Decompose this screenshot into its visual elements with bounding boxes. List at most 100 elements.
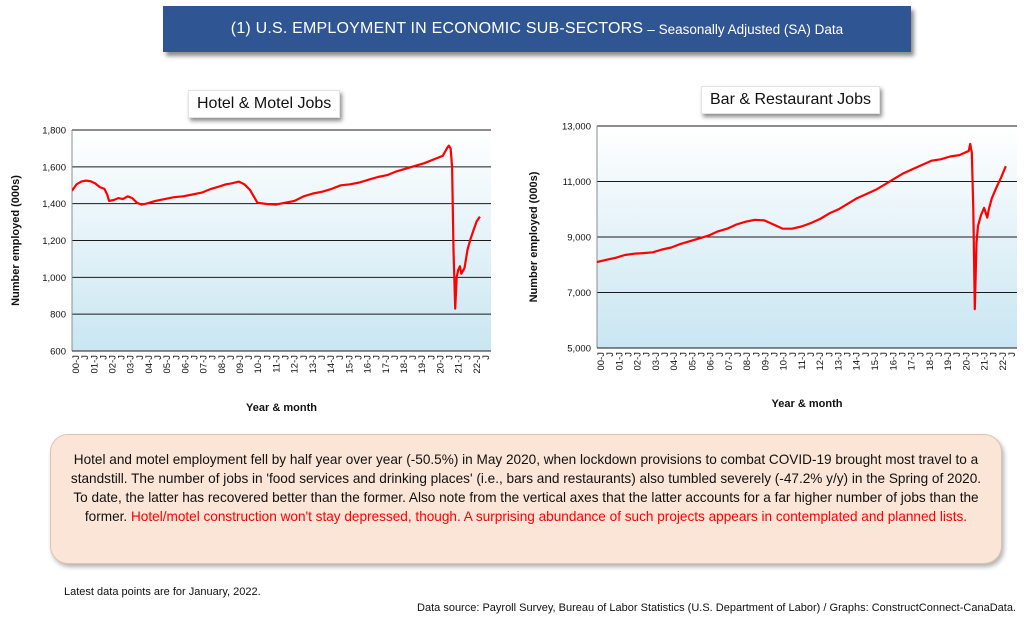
x-tick-label: J bbox=[952, 352, 963, 357]
x-tick-label: J bbox=[117, 355, 128, 360]
x-tick-label: J bbox=[897, 352, 908, 357]
commentary-highlight: Hotel/motel construction won't stay depr… bbox=[130, 509, 968, 524]
y-tick-label: 9,000 bbox=[567, 233, 591, 244]
x-tick-label: 21-J bbox=[454, 355, 465, 374]
x-tick-label: 17-J bbox=[907, 352, 918, 371]
x-tick-label: 10-J bbox=[779, 352, 790, 371]
x-tick-label: J bbox=[208, 355, 219, 360]
x-tick-label: J bbox=[806, 352, 817, 357]
x-axis-label: Year & month bbox=[246, 402, 317, 414]
x-tick-label: J bbox=[788, 352, 799, 357]
x-tick-label: 09-J bbox=[760, 352, 771, 371]
y-tick-label: 11,000 bbox=[563, 177, 591, 188]
chart-title-restaurant: Bar & Restaurant Jobs bbox=[701, 86, 880, 114]
x-tick-label: J bbox=[605, 352, 616, 357]
x-tick-label: J bbox=[879, 352, 890, 357]
x-tick-label: 20-J bbox=[435, 355, 446, 374]
y-tick-label: 1,800 bbox=[42, 126, 66, 137]
x-tick-label: J bbox=[989, 352, 1000, 357]
x-tick-label: J bbox=[916, 352, 927, 357]
x-tick-label: 05-J bbox=[687, 352, 698, 371]
banner-subtitle: – Seasonally Adjusted (SA) Data bbox=[647, 21, 844, 37]
x-tick-label: J bbox=[281, 355, 292, 360]
x-tick-label: J bbox=[481, 355, 492, 360]
x-tick-label: 13-J bbox=[833, 352, 844, 371]
x-tick-label: 02-J bbox=[633, 352, 644, 371]
x-tick-label: J bbox=[135, 355, 146, 360]
x-tick-label: 21-J bbox=[980, 352, 991, 371]
y-tick-label: 5,000 bbox=[567, 344, 591, 355]
x-tick-label: J bbox=[733, 352, 744, 357]
x-tick-label: 12-J bbox=[290, 355, 301, 374]
x-tick-label: 01-J bbox=[89, 355, 100, 374]
series-line bbox=[72, 144, 481, 310]
y-tick-label: 1,400 bbox=[42, 199, 66, 210]
x-tick-label: 13-J bbox=[308, 355, 319, 374]
series-line bbox=[597, 142, 1007, 311]
x-tick-label: 03-J bbox=[126, 355, 137, 374]
x-tick-label: J bbox=[642, 352, 653, 357]
x-tick-label: J bbox=[335, 355, 346, 360]
x-tick-label: 01-J bbox=[614, 352, 625, 371]
x-tick-label: J bbox=[153, 355, 164, 360]
x-tick-label: J bbox=[98, 355, 109, 360]
x-tick-label: J bbox=[660, 352, 671, 357]
commentary-text: Hotel and motel employment fell by half … bbox=[70, 452, 982, 524]
y-tick-label: 13,000 bbox=[562, 122, 591, 133]
x-tick-label: J bbox=[408, 355, 419, 360]
x-tick-label: J bbox=[372, 355, 383, 360]
header-banner: (1) U.S. EMPLOYMENT IN ECONOMIC SUB-SECT… bbox=[163, 6, 911, 52]
x-tick-label: J bbox=[426, 355, 437, 360]
x-tick-label: 08-J bbox=[217, 355, 228, 374]
x-tick-label: J bbox=[262, 355, 273, 360]
x-tick-label: 15-J bbox=[344, 355, 355, 374]
commentary-box: Hotel and motel employment fell by half … bbox=[50, 434, 1002, 564]
y-tick-label: 600 bbox=[50, 347, 66, 358]
x-tick-label: 19-J bbox=[417, 355, 428, 374]
x-tick-label: J bbox=[697, 352, 708, 357]
x-tick-label: 18-J bbox=[399, 355, 410, 374]
x-tick-label: J bbox=[770, 352, 781, 357]
x-tick-label: 04-J bbox=[144, 355, 155, 374]
x-tick-label: 08-J bbox=[742, 352, 753, 371]
x-tick-label: 04-J bbox=[669, 352, 680, 371]
x-tick-label: 17-J bbox=[381, 355, 392, 374]
x-tick-label: 14-J bbox=[326, 355, 337, 374]
y-axis-label: Number employed (000s) bbox=[10, 175, 22, 306]
x-tick-label: J bbox=[623, 352, 634, 357]
x-tick-label: J bbox=[843, 352, 854, 357]
x-tick-label: 18-J bbox=[925, 352, 936, 371]
y-tick-label: 7,000 bbox=[567, 288, 591, 299]
y-tick-label: 1,600 bbox=[42, 162, 66, 173]
x-tick-label: 11-J bbox=[797, 352, 808, 370]
x-tick-label: 15-J bbox=[870, 352, 881, 371]
x-tick-label: 16-J bbox=[888, 352, 899, 371]
y-tick-label: 1,200 bbox=[42, 236, 66, 247]
x-tick-label: J bbox=[189, 355, 200, 360]
x-tick-label: 14-J bbox=[852, 352, 863, 371]
x-tick-label: 07-J bbox=[199, 355, 210, 374]
banner-title: (1) U.S. EMPLOYMENT IN ECONOMIC SUB-SECT… bbox=[230, 20, 644, 37]
x-tick-label: 11-J bbox=[271, 355, 282, 373]
x-tick-label: J bbox=[970, 352, 981, 357]
x-tick-label: 20-J bbox=[961, 352, 972, 371]
x-tick-label: 09-J bbox=[235, 355, 246, 374]
x-tick-label: 02-J bbox=[108, 355, 119, 374]
x-tick-label: J bbox=[751, 352, 762, 357]
x-tick-label: 00-J bbox=[596, 352, 607, 371]
x-axis-label: Year & month bbox=[772, 398, 843, 410]
x-tick-label: 22-J bbox=[472, 355, 483, 374]
x-tick-label: 05-J bbox=[162, 355, 173, 374]
y-axis-label: Number employed (000s) bbox=[528, 171, 540, 302]
x-tick-label: 00-J bbox=[71, 355, 82, 374]
x-tick-label: J bbox=[934, 352, 945, 357]
x-tick-label: J bbox=[244, 355, 255, 360]
data-source-credit: Data source: Payroll Survey, Bureau of L… bbox=[417, 602, 1016, 614]
x-tick-label: J bbox=[463, 355, 474, 360]
x-tick-label: 22-J bbox=[998, 352, 1009, 371]
y-tick-label: 1,000 bbox=[42, 273, 66, 284]
x-tick-label: J bbox=[80, 355, 91, 360]
x-tick-label: J bbox=[678, 352, 689, 357]
x-tick-label: J bbox=[861, 352, 872, 357]
x-tick-label: J bbox=[1007, 352, 1018, 357]
